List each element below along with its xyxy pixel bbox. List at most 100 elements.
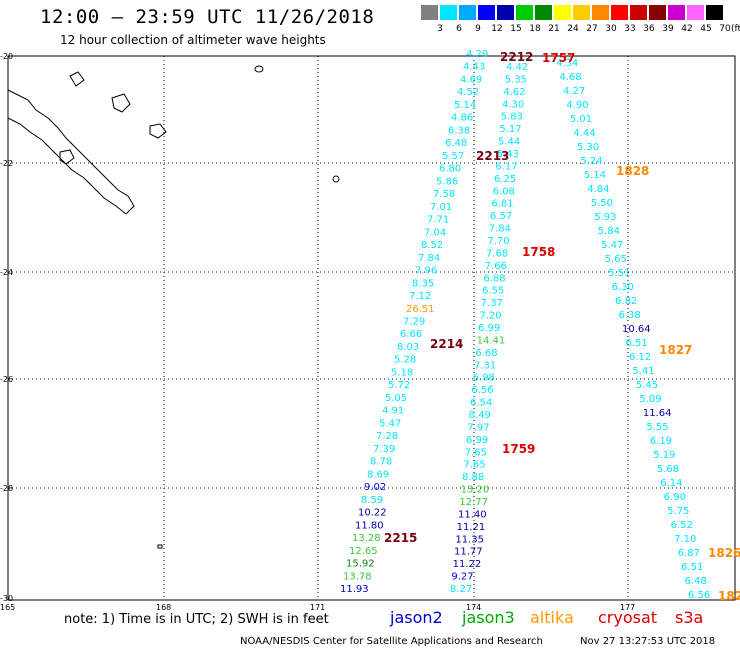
pass-time-label: 182 — [718, 589, 740, 603]
lat-tick-label: -28 — [0, 484, 13, 493]
legend-label: 12 — [491, 24, 503, 34]
lon-tick-label: 171 — [310, 603, 325, 612]
legend-label: 45 — [700, 24, 712, 34]
swh-value: 4.62 — [503, 87, 525, 98]
page-title: 12:00 — 23:59 UTC 11/26/2018 — [40, 6, 375, 28]
swh-value: 5.19 — [653, 450, 675, 461]
swh-value: 5.83 — [501, 112, 523, 123]
swh-value: 8.59 — [361, 495, 383, 506]
swh-value: 6.99 — [478, 323, 500, 334]
swh-value: 5.44 — [498, 137, 520, 148]
pass-time-label: 1828 — [616, 164, 649, 178]
swh-value: 7.01 — [430, 202, 452, 213]
pass-time-label: 2213 — [476, 149, 509, 163]
swh-value: 7.84 — [489, 224, 511, 235]
legend-label: 39 — [662, 24, 674, 34]
swh-value: 6.38 — [448, 125, 470, 136]
swh-value: 5.51 — [608, 268, 630, 279]
swh-value: 7.68 — [486, 248, 508, 259]
swh-value: 6.56 — [688, 590, 710, 601]
island-outline — [69, 71, 85, 87]
legend-label: 36 — [643, 24, 655, 34]
pass-time-label: 1826 — [708, 546, 740, 560]
swh-value: 10.64 — [622, 324, 651, 335]
swh-value: 5.14 — [584, 170, 606, 181]
lon-tick-label: 165 — [0, 603, 15, 612]
legend-label: 9 — [475, 24, 481, 34]
legend-label: 3 — [437, 24, 443, 34]
swh-value: 8.88 — [462, 472, 484, 483]
main-island-outline — [7, 89, 135, 215]
legend-unit: (ft) — [731, 24, 740, 34]
swh-value: 6.56 — [471, 385, 493, 396]
swh-value: 7.70 — [487, 236, 509, 247]
swh-value: 7.10 — [674, 534, 696, 545]
legend-swatch — [554, 5, 571, 20]
timestamp: Nov 27 13:27:53 UTC 2018 — [580, 636, 716, 647]
swh-value: 6.48 — [445, 138, 467, 149]
swh-value: 7.04 — [424, 227, 446, 238]
swh-value: 6.88 — [483, 273, 505, 284]
pass-time-label: 1759 — [502, 442, 535, 456]
swh-value: 4.90 — [566, 100, 588, 111]
lat-tick-label: -26 — [0, 375, 13, 384]
swh-value: 5.30 — [577, 142, 599, 153]
swh-value: 5.45 — [636, 380, 658, 391]
map-frame — [7, 55, 736, 601]
swh-value: 7.71 — [427, 215, 449, 226]
swh-value: 6.38 — [619, 310, 641, 321]
legend-label: 6 — [456, 24, 462, 34]
swh-value: 6.57 — [490, 211, 512, 222]
swh-value: 4.91 — [382, 406, 404, 417]
swh-value: 6.12 — [629, 352, 651, 363]
swh-value: 5.09 — [639, 394, 661, 405]
pass-time-label: 2215 — [384, 531, 417, 545]
swh-value: 6.51 — [625, 338, 647, 349]
swh-value: 13.78 — [343, 571, 372, 582]
swh-value: 11.22 — [453, 559, 482, 570]
swh-value: 7.28 — [376, 431, 398, 442]
swh-value: 6.52 — [671, 520, 693, 531]
lon-tick-label: 168 — [156, 603, 171, 612]
swh-value: 6.66 — [400, 329, 422, 340]
swh-value: 5.72 — [388, 380, 410, 391]
swh-value: 5.17 — [499, 124, 521, 135]
island-outline — [149, 123, 167, 139]
pass-time-label: 2214 — [430, 337, 463, 351]
swh-value: 10.22 — [358, 508, 387, 519]
swh-value: 8.35 — [412, 278, 434, 289]
swh-value: 7.96 — [415, 266, 437, 277]
island-outline — [254, 65, 264, 73]
swh-value: 6.30 — [612, 282, 634, 293]
legend-swatch — [535, 5, 552, 20]
swh-value: 6.08 — [493, 186, 515, 197]
swh-value: 26.51 — [406, 304, 435, 315]
satellite-name: jason3 — [462, 608, 515, 627]
legend-swatch — [573, 5, 590, 20]
swh-value: 7.65 — [465, 447, 487, 458]
swh-value: 4.86 — [451, 113, 473, 124]
legend-swatch — [706, 5, 723, 20]
legend-label: 15 — [510, 24, 522, 34]
swh-value: 5.01 — [570, 114, 592, 125]
swh-value: 7.66 — [485, 261, 507, 272]
swh-value: 6.48 — [685, 576, 707, 587]
legend-label: 30 — [605, 24, 617, 34]
legend-swatch — [516, 5, 533, 20]
lon-tick-label: 177 — [620, 603, 635, 612]
legend-label: 18 — [529, 24, 541, 34]
swh-value: 7.31 — [474, 360, 496, 371]
coastline — [7, 65, 340, 549]
swh-value: 6.17 — [495, 161, 517, 172]
swh-value: 4.84 — [587, 184, 609, 195]
legend-swatch — [668, 5, 685, 20]
map-grid: 165 168 171 174 177 -20 -22 -24 -26 -28 -30 — [0, 52, 736, 612]
pass-time-label: 1757 — [542, 51, 575, 65]
swh-value: 4.52 — [457, 87, 479, 98]
footer-note: note: 1) Time is in UTC; 2) SWH is in fe… — [64, 612, 329, 627]
page-subtitle: 12 hour collection of altimeter wave hei… — [60, 33, 326, 47]
swh-value: 5.57 — [442, 151, 464, 162]
swh-value: 6.90 — [664, 492, 686, 503]
swh-value: 6.54 — [470, 398, 492, 409]
swh-value: 8.78 — [370, 457, 392, 468]
